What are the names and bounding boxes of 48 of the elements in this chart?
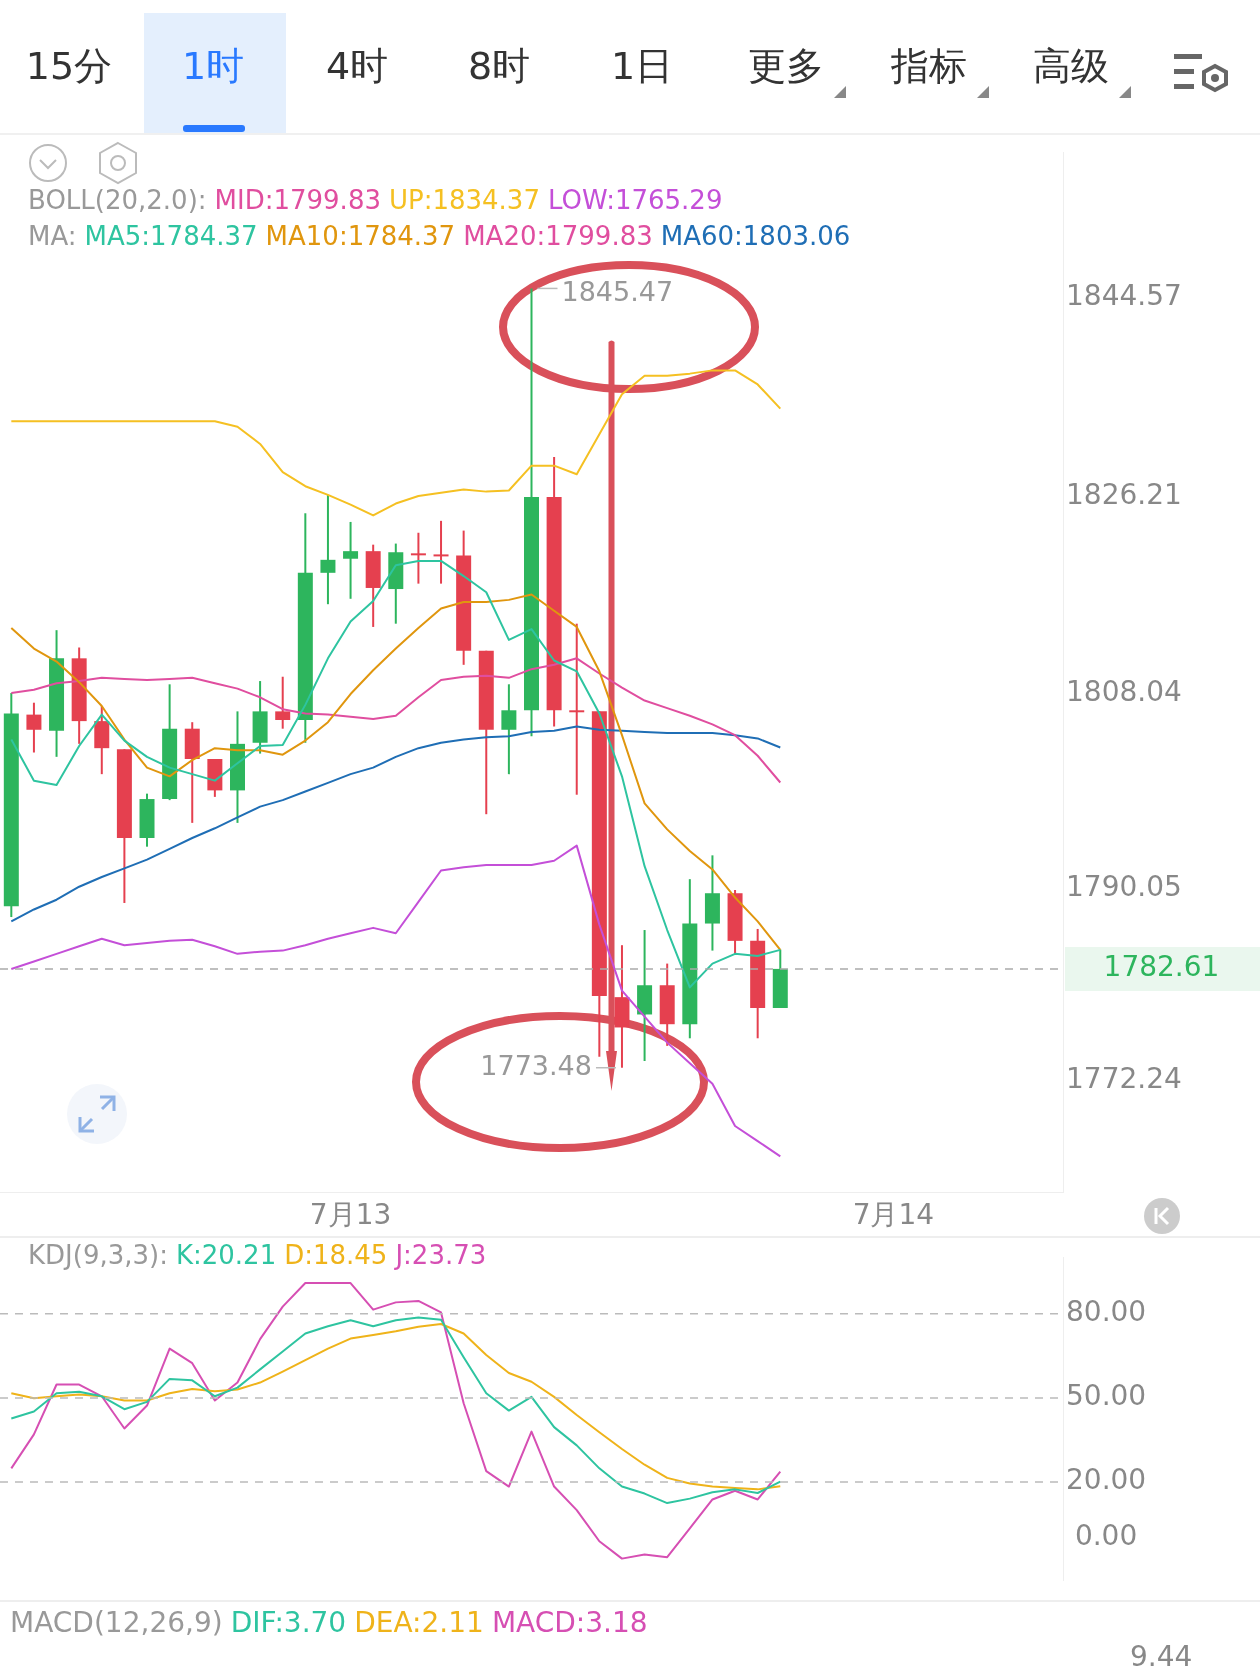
- annotation: KDJ(9,3,3):: [28, 1240, 168, 1270]
- text: K:20.21: [175, 1240, 277, 1270]
- candlestick: [501, 683, 517, 776]
- text: MA20:1799.83: [463, 221, 653, 251]
- x-tick-label: 7月13: [309, 1198, 392, 1232]
- y-tick-label: 50.00: [1065, 1379, 1147, 1413]
- candlestick: [343, 520, 359, 600]
- legend-label: MACD:3.18: [491, 1606, 648, 1639]
- y-tick-label: 1790.05: [1066, 869, 1182, 903]
- text: 8时: [467, 43, 531, 90]
- text: 更多: [748, 43, 824, 90]
- candlestick: [410, 531, 426, 585]
- annotation: BOLL(20,2.0):: [28, 185, 207, 215]
- x-tick-label: 7月14: [852, 1198, 935, 1232]
- y-tick-label: 1772.24: [1066, 1062, 1182, 1096]
- text: MA10:1784.37: [265, 221, 456, 251]
- legend-label: DIF:3.70: [230, 1606, 347, 1639]
- y-tick-label: 0.00: [1074, 1519, 1138, 1553]
- legend-label: DEA:2.11: [354, 1606, 484, 1639]
- candlestick: [569, 622, 585, 796]
- annotation: MID:1799.83: [214, 185, 381, 215]
- annotation: 1773.48: [480, 1049, 592, 1081]
- text: 15分: [25, 43, 113, 90]
- ref-line-label: 1782.61: [1103, 950, 1220, 984]
- candlestick: [433, 519, 449, 585]
- text: 4时: [325, 43, 389, 90]
- y-tick-label: 1808.04: [1066, 674, 1182, 708]
- text: 1时: [181, 43, 245, 90]
- text: 高级: [1033, 43, 1109, 90]
- text: D:18.45: [284, 1240, 388, 1270]
- y-tick-label: 1826.21: [1066, 478, 1182, 512]
- y-tick-label: 1844.57: [1066, 279, 1182, 313]
- text: MA60:1803.06: [660, 221, 851, 251]
- annotation: 1845.47: [561, 276, 674, 308]
- series-label: J:23.73: [395, 1240, 487, 1270]
- text: UP:1834.37: [388, 185, 540, 215]
- candlestick: [26, 701, 42, 754]
- text: 指标: [891, 43, 967, 90]
- y-tick-label: 80.00: [1065, 1295, 1147, 1329]
- text: LOW:1765.29: [547, 185, 723, 215]
- text: MACD(12,26,9): [10, 1606, 223, 1639]
- text: MA5:1784.37: [84, 221, 258, 251]
- text: 1日: [610, 43, 674, 90]
- candlestick: [320, 493, 336, 606]
- y-tick-label: 20.00: [1065, 1463, 1147, 1497]
- text: 9.44: [1130, 1640, 1193, 1672]
- candlestick: [275, 675, 291, 730]
- annotation: MA:: [28, 221, 77, 251]
